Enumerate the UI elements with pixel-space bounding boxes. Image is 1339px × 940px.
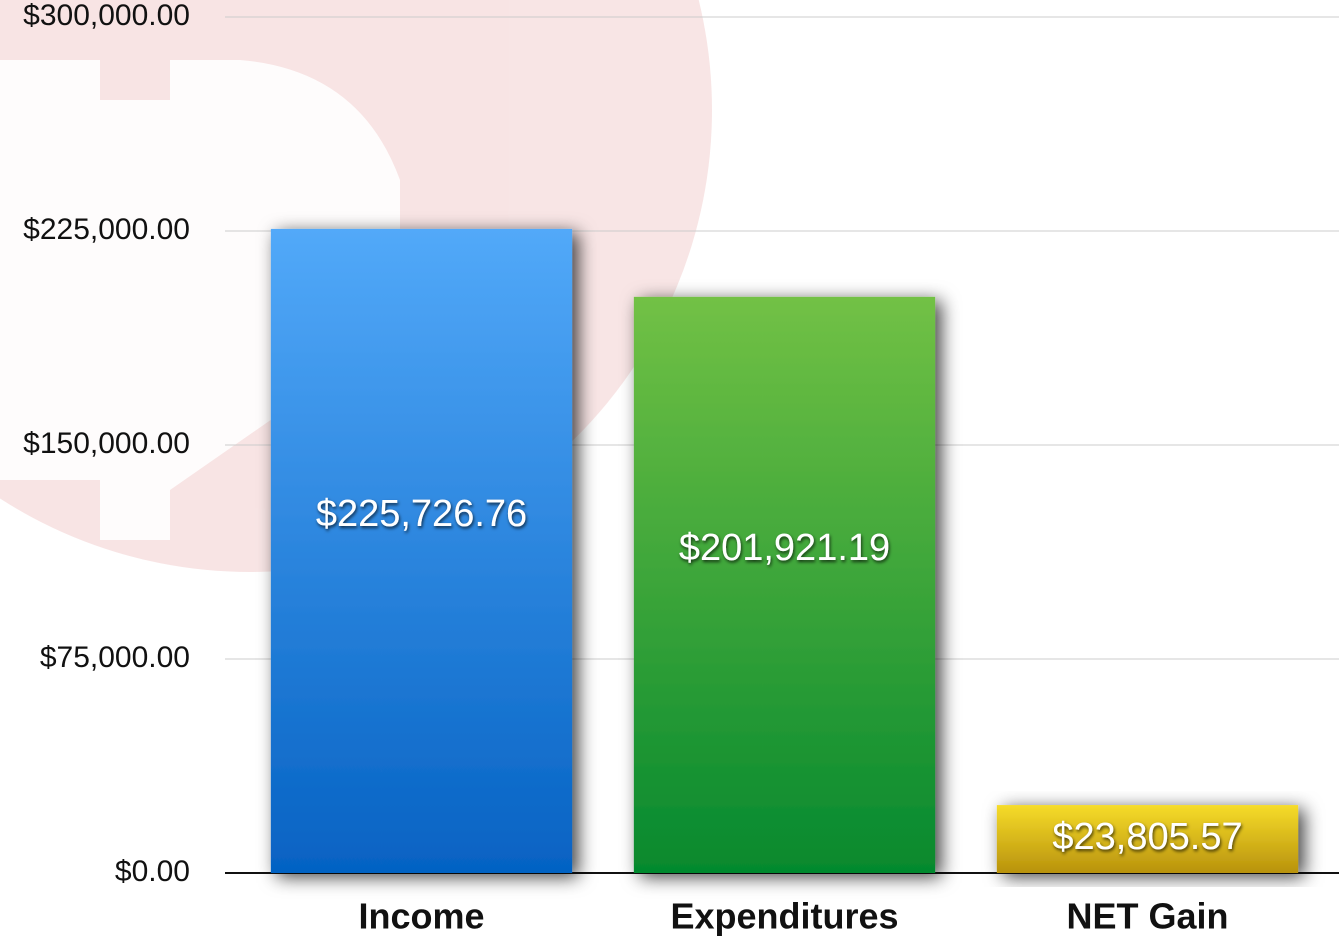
bar (270, 228, 573, 873)
y-tick-label: $75,000.00 (40, 641, 190, 674)
value-label: $225,726.76 (316, 493, 527, 535)
bar (633, 296, 936, 873)
value-label: $23,805.57 (1052, 816, 1242, 858)
bar (996, 805, 1299, 873)
x-tick-label: Income (358, 896, 484, 937)
y-tick-label: $300,000.00 (23, 0, 190, 32)
x-tick-label: Expenditures (670, 896, 898, 937)
y-tick-label: $150,000.00 (23, 427, 190, 460)
value-label: $201,921.19 (679, 527, 890, 569)
y-tick-label: $0.00 (115, 855, 190, 888)
x-tick-label: NET Gain (1066, 896, 1228, 937)
y-tick-label: $225,000.00 (23, 213, 190, 246)
